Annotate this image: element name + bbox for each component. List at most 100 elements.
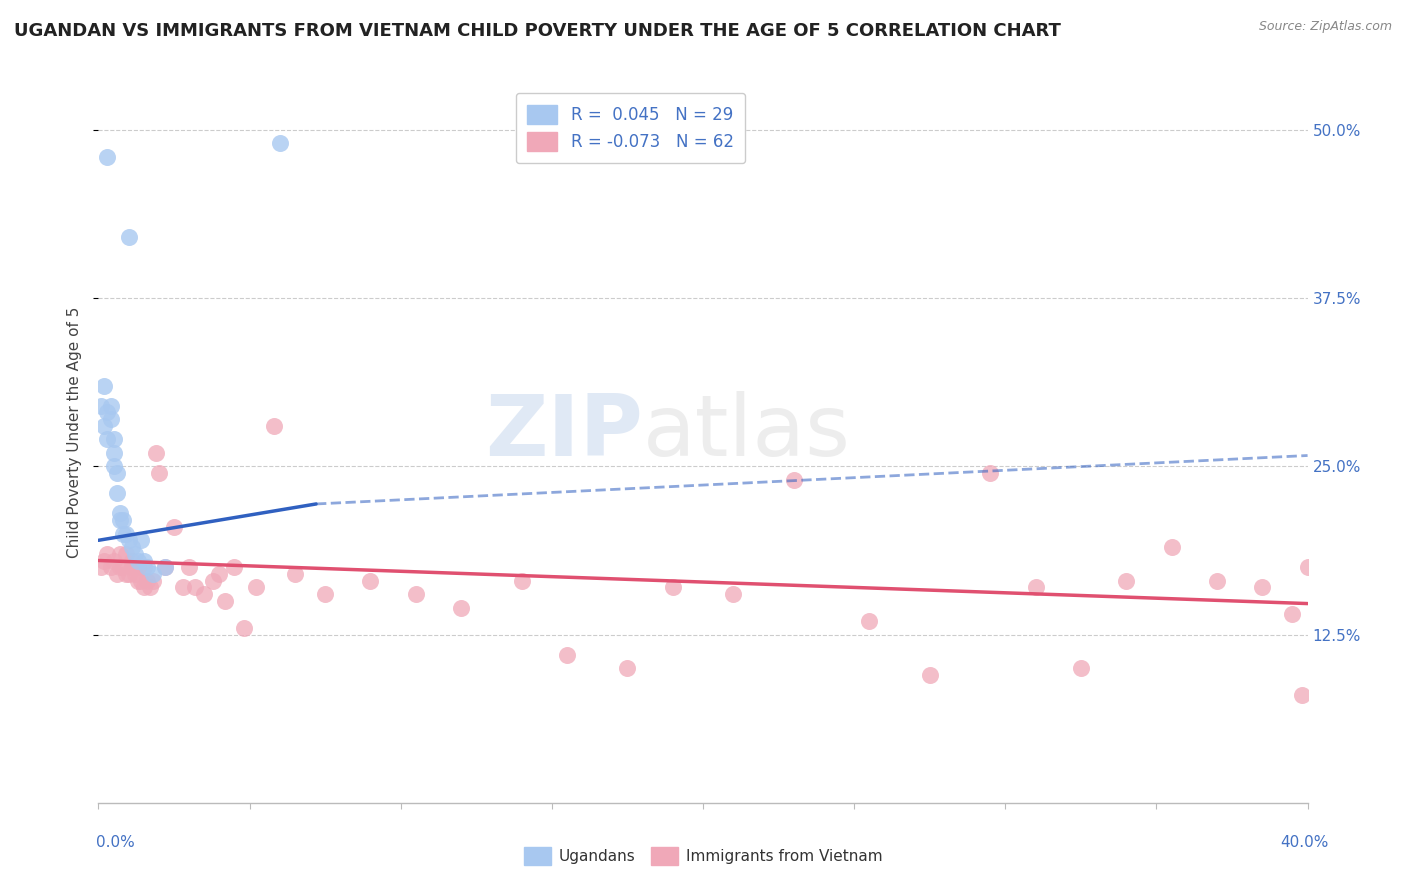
Point (245, 581, 267, 595)
Text: Source: ZipAtlas.com: Source: ZipAtlas.com (1258, 20, 1392, 33)
Point (93, 378, 115, 392)
Point (1206, 574, 1229, 588)
Point (148, 466, 170, 480)
Point (121, 560, 143, 574)
Point (100, 412, 122, 426)
Point (96, 405, 118, 419)
Point (1296, 560, 1319, 574)
Point (103, 459, 125, 474)
Point (1291, 688, 1313, 702)
Point (105, 486, 128, 500)
Point (108, 513, 131, 527)
Text: 0.0%: 0.0% (96, 836, 135, 850)
Point (132, 581, 155, 595)
Point (224, 560, 246, 574)
Point (90, 399, 112, 413)
Point (118, 566, 141, 581)
Point (114, 566, 136, 581)
Point (263, 418, 285, 433)
Point (153, 560, 176, 574)
Point (232, 621, 254, 635)
Point (103, 446, 125, 460)
Point (100, 560, 122, 574)
Text: atlas: atlas (643, 391, 851, 475)
Point (93, 418, 115, 433)
Point (132, 553, 155, 567)
Point (202, 574, 225, 588)
Point (96, 150, 118, 164)
Point (127, 553, 149, 567)
Point (510, 574, 533, 588)
Point (93, 553, 115, 567)
Point (103, 553, 125, 567)
Point (1024, 581, 1046, 595)
Point (858, 614, 880, 628)
Point (121, 540, 143, 554)
Point (124, 547, 146, 561)
Point (208, 566, 231, 581)
Point (661, 581, 683, 595)
Point (114, 547, 136, 561)
Point (450, 600, 472, 615)
Point (129, 533, 152, 548)
Legend: Ugandans, Immigrants from Vietnam: Ugandans, Immigrants from Vietnam (517, 841, 889, 871)
Point (163, 520, 186, 534)
Point (314, 587, 336, 601)
Point (783, 473, 806, 487)
Point (145, 446, 167, 460)
Point (1070, 661, 1092, 675)
Point (96, 433, 118, 447)
Point (108, 560, 131, 574)
Point (127, 560, 149, 574)
Point (100, 399, 122, 413)
Point (135, 574, 157, 588)
Point (723, 587, 745, 601)
Point (616, 661, 638, 675)
Legend: R =  0.045   N = 29, R = -0.073   N = 62: R = 0.045 N = 29, R = -0.073 N = 62 (516, 93, 745, 163)
Point (118, 230, 141, 244)
Point (111, 526, 134, 541)
Point (184, 581, 207, 595)
Point (127, 574, 149, 588)
Point (405, 587, 427, 601)
Point (105, 466, 128, 480)
Point (108, 507, 131, 521)
Point (1115, 574, 1137, 588)
Text: ZIP: ZIP (485, 391, 643, 475)
Point (124, 566, 146, 581)
Point (90, 560, 112, 574)
Point (172, 581, 194, 595)
Point (918, 668, 941, 682)
Point (132, 560, 155, 574)
Point (114, 526, 136, 541)
Text: UGANDAN VS IMMIGRANTS FROM VIETNAM CHILD POVERTY UNDER THE AGE OF 5 CORRELATION : UGANDAN VS IMMIGRANTS FROM VIETNAM CHILD… (14, 22, 1062, 40)
Point (142, 574, 165, 588)
Point (139, 581, 162, 595)
Point (1160, 540, 1182, 554)
Point (135, 560, 157, 574)
Point (1251, 581, 1274, 595)
Point (979, 466, 1001, 480)
Point (1281, 607, 1303, 622)
Point (111, 560, 134, 574)
Point (96, 547, 118, 561)
Point (153, 560, 176, 574)
Point (121, 553, 143, 567)
Point (142, 566, 165, 581)
Y-axis label: Child Poverty Under the Age of 5: Child Poverty Under the Age of 5 (67, 307, 83, 558)
Point (555, 648, 578, 662)
Point (108, 547, 131, 561)
Point (103, 433, 125, 447)
Point (124, 560, 146, 574)
Point (214, 594, 236, 608)
Point (111, 513, 134, 527)
Point (105, 566, 128, 581)
Point (118, 533, 141, 548)
Point (179, 560, 201, 574)
Point (360, 574, 382, 588)
Point (284, 566, 307, 581)
Point (269, 136, 291, 151)
Point (193, 587, 215, 601)
Text: 40.0%: 40.0% (1281, 836, 1329, 850)
Point (129, 574, 152, 588)
